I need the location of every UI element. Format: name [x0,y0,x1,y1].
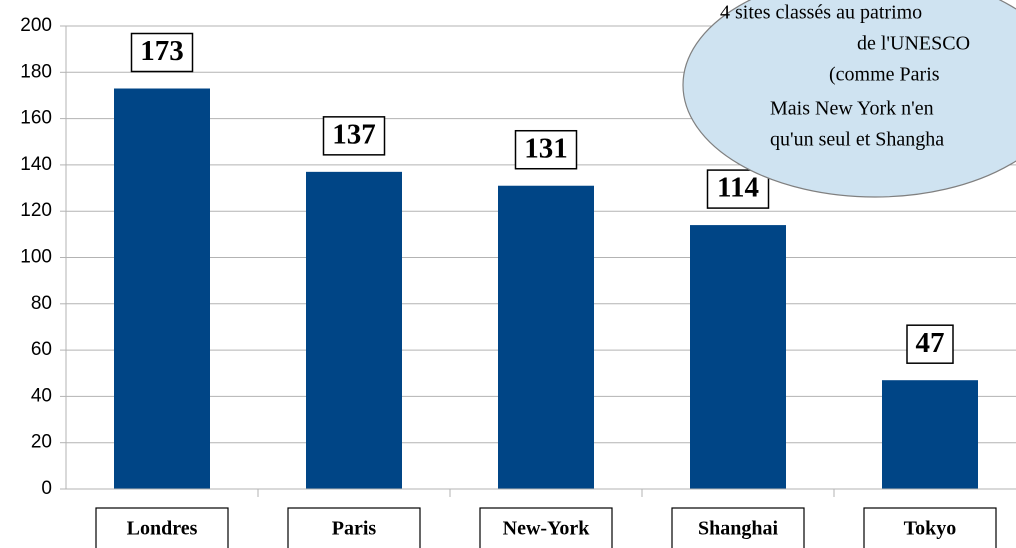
annotation-text: 4 sites classés au patrimo [720,2,922,24]
data-label: 114 [717,172,759,204]
data-label: 137 [332,119,376,151]
bar [306,171,402,489]
x-tick-label: Shanghai [698,518,778,540]
data-label-box [706,169,770,209]
annotation-bubble [682,0,1016,198]
y-tick-label: 80 [31,293,52,314]
annotation-text: Mais New York n'en [770,98,934,120]
y-tick-label: 40 [31,385,52,406]
y-tick-label: 200 [20,15,52,36]
category-box [671,507,805,548]
bar [114,88,210,489]
y-tick-label: 0 [41,478,52,499]
y-tick-label: 60 [31,339,52,360]
category-box [95,507,229,548]
x-tick-label: New-York [503,518,591,540]
category-box [479,507,613,548]
category-box [287,507,421,548]
y-tick-label: 180 [20,61,52,82]
bar [498,185,594,490]
x-tick-label: Londres [127,518,198,540]
data-label: 47 [916,327,945,359]
annotation-text: de l'UNESCO [857,33,970,55]
data-label-box [130,32,194,73]
data-label-box [322,116,386,156]
annotation-text: qu'un seul et Shangha [770,129,944,151]
y-tick-label: 120 [20,200,52,221]
annotation-text: (comme Paris [829,64,940,86]
x-tick-label: Tokyo [904,518,957,540]
data-label-box [906,324,954,364]
y-tick-label: 100 [20,247,52,268]
y-tick-label: 140 [20,154,52,175]
data-label-box [514,129,578,170]
bar [690,225,786,489]
data-label: 131 [524,132,568,164]
x-tick-label: Paris [332,518,377,540]
category-box [863,507,997,548]
y-tick-label: 160 [20,108,52,129]
data-label: 173 [140,35,184,67]
bar [882,380,978,489]
y-tick-label: 20 [31,432,52,453]
